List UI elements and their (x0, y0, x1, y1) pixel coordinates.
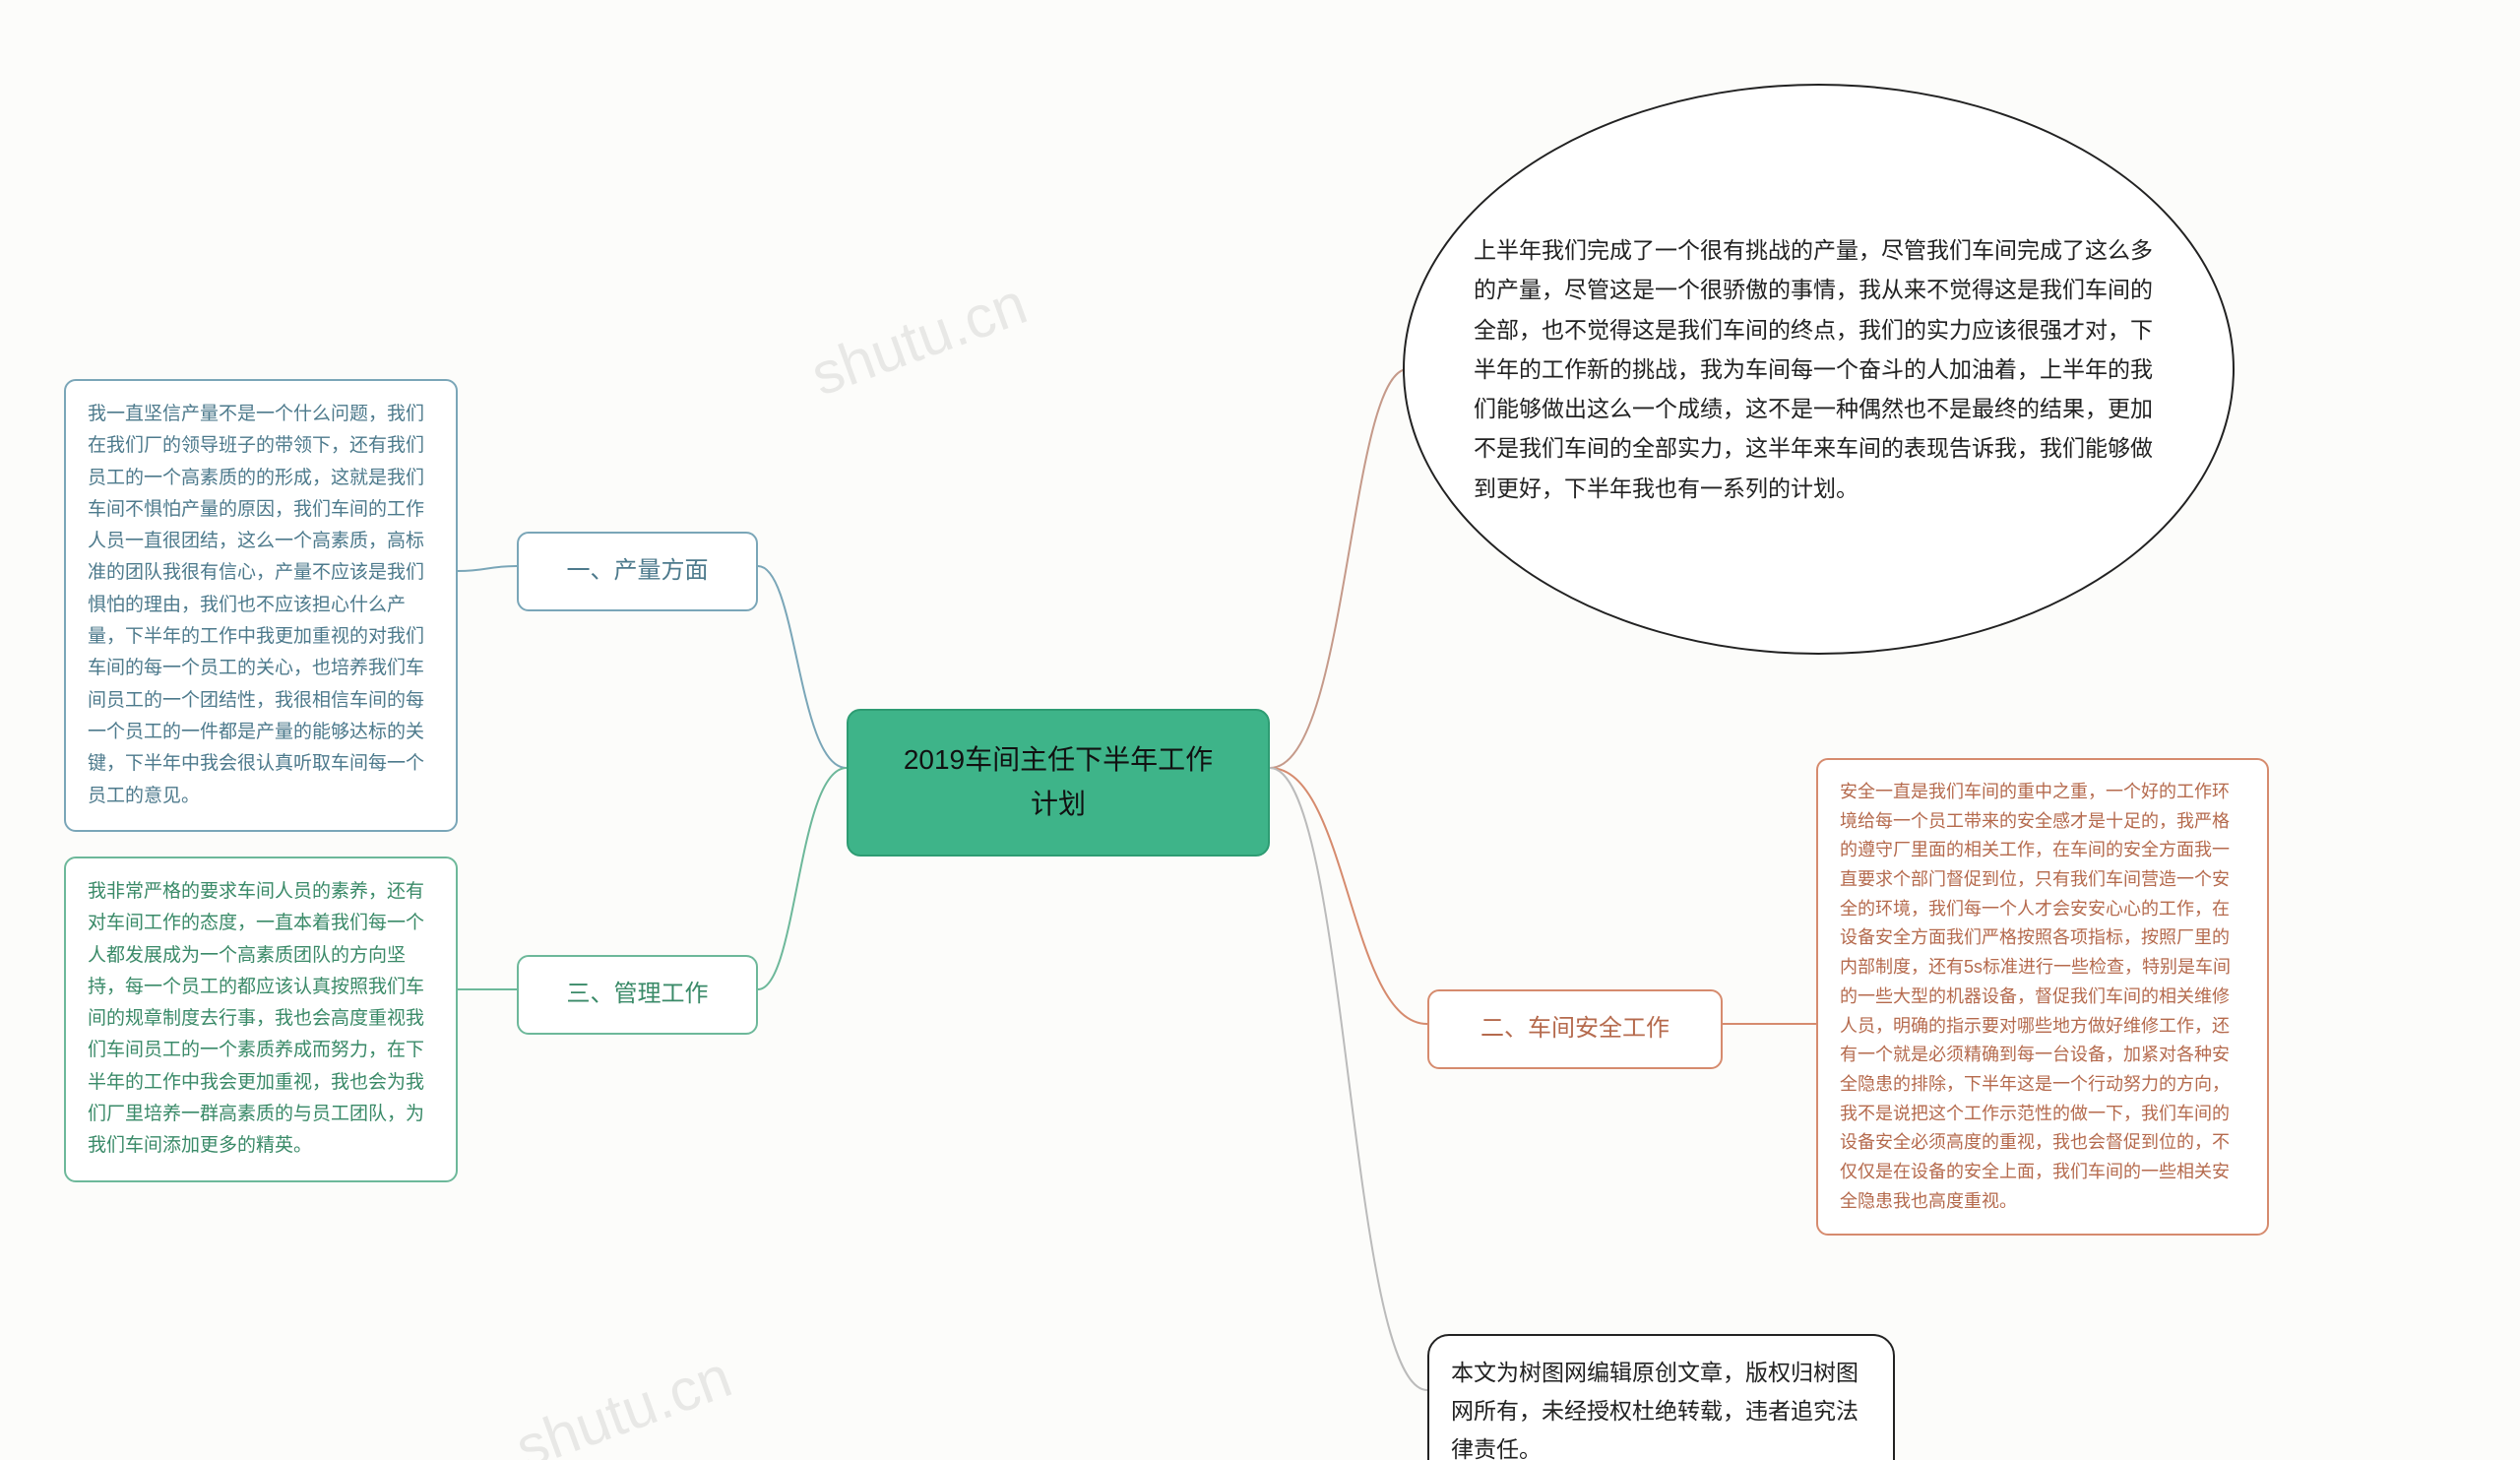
root-node[interactable]: 2019车间主任下半年工作 计划 (847, 709, 1270, 857)
watermark: shutu.cn (507, 1342, 740, 1460)
branch-safety[interactable]: 二、车间安全工作 (1427, 989, 1723, 1069)
leaf-safety[interactable]: 安全一直是我们车间的重中之重，一个好的工作环境给每一个员工带来的安全感才是十足的… (1816, 758, 2269, 1236)
copyright-node[interactable]: 本文为树图网编辑原创文章，版权归树图网所有，未经授权杜绝转载，违者追究法律责任。 (1427, 1334, 1895, 1460)
leaf-management[interactable]: 我非常严格的要求车间人员的素养，还有对车间工作的态度，一直本着我们每一个人都发展… (64, 857, 458, 1182)
intro-text: 上半年我们完成了一个很有挑战的产量，尽管我们车间完成了这么多的产量，尽管这是一个… (1474, 230, 2164, 508)
watermark: shutu.cn (802, 269, 1036, 409)
branch-management[interactable]: 三、管理工作 (517, 955, 758, 1035)
intro-ellipse[interactable]: 上半年我们完成了一个很有挑战的产量，尽管我们车间完成了这么多的产量，尽管这是一个… (1403, 84, 2235, 655)
leaf-production[interactable]: 我一直坚信产量不是一个什么问题，我们在我们厂的领导班子的带领下，还有我们员工的一… (64, 379, 458, 832)
branch-production[interactable]: 一、产量方面 (517, 532, 758, 611)
